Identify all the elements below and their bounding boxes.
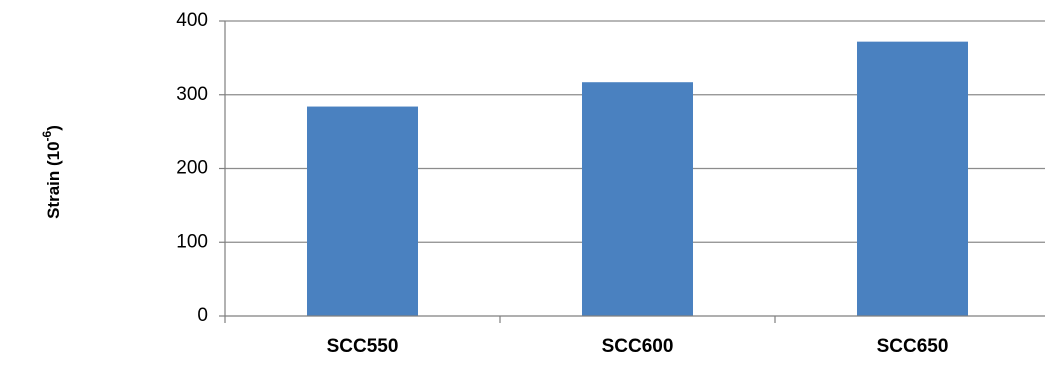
bar-scc600 bbox=[582, 82, 693, 317]
axes bbox=[219, 20, 1045, 323]
y-tick-label: 300 bbox=[176, 84, 208, 105]
bar-scc650 bbox=[857, 41, 968, 317]
bars bbox=[307, 41, 968, 317]
y-axis-label: Strain (10-6) bbox=[40, 125, 63, 219]
y-tick-label: 0 bbox=[197, 305, 208, 326]
y-axis-label-exponent: -6 bbox=[40, 130, 54, 141]
bar-scc550 bbox=[307, 106, 418, 316]
x-tick-label: SCC550 bbox=[327, 336, 399, 357]
y-tick-labels: 0 100 200 300 400 bbox=[176, 10, 208, 326]
x-tick-label: SCC650 bbox=[877, 336, 949, 357]
x-tick-label: SCC600 bbox=[602, 336, 674, 357]
y-tick-label: 400 bbox=[176, 10, 208, 31]
y-tick-label: 200 bbox=[176, 158, 208, 179]
y-tick-label: 100 bbox=[176, 231, 208, 252]
y-axis-label-close: ) bbox=[44, 125, 63, 131]
y-axis-label-main: Strain (10 bbox=[44, 141, 63, 218]
x-tick-labels: SCC550 SCC600 SCC650 bbox=[327, 336, 949, 357]
